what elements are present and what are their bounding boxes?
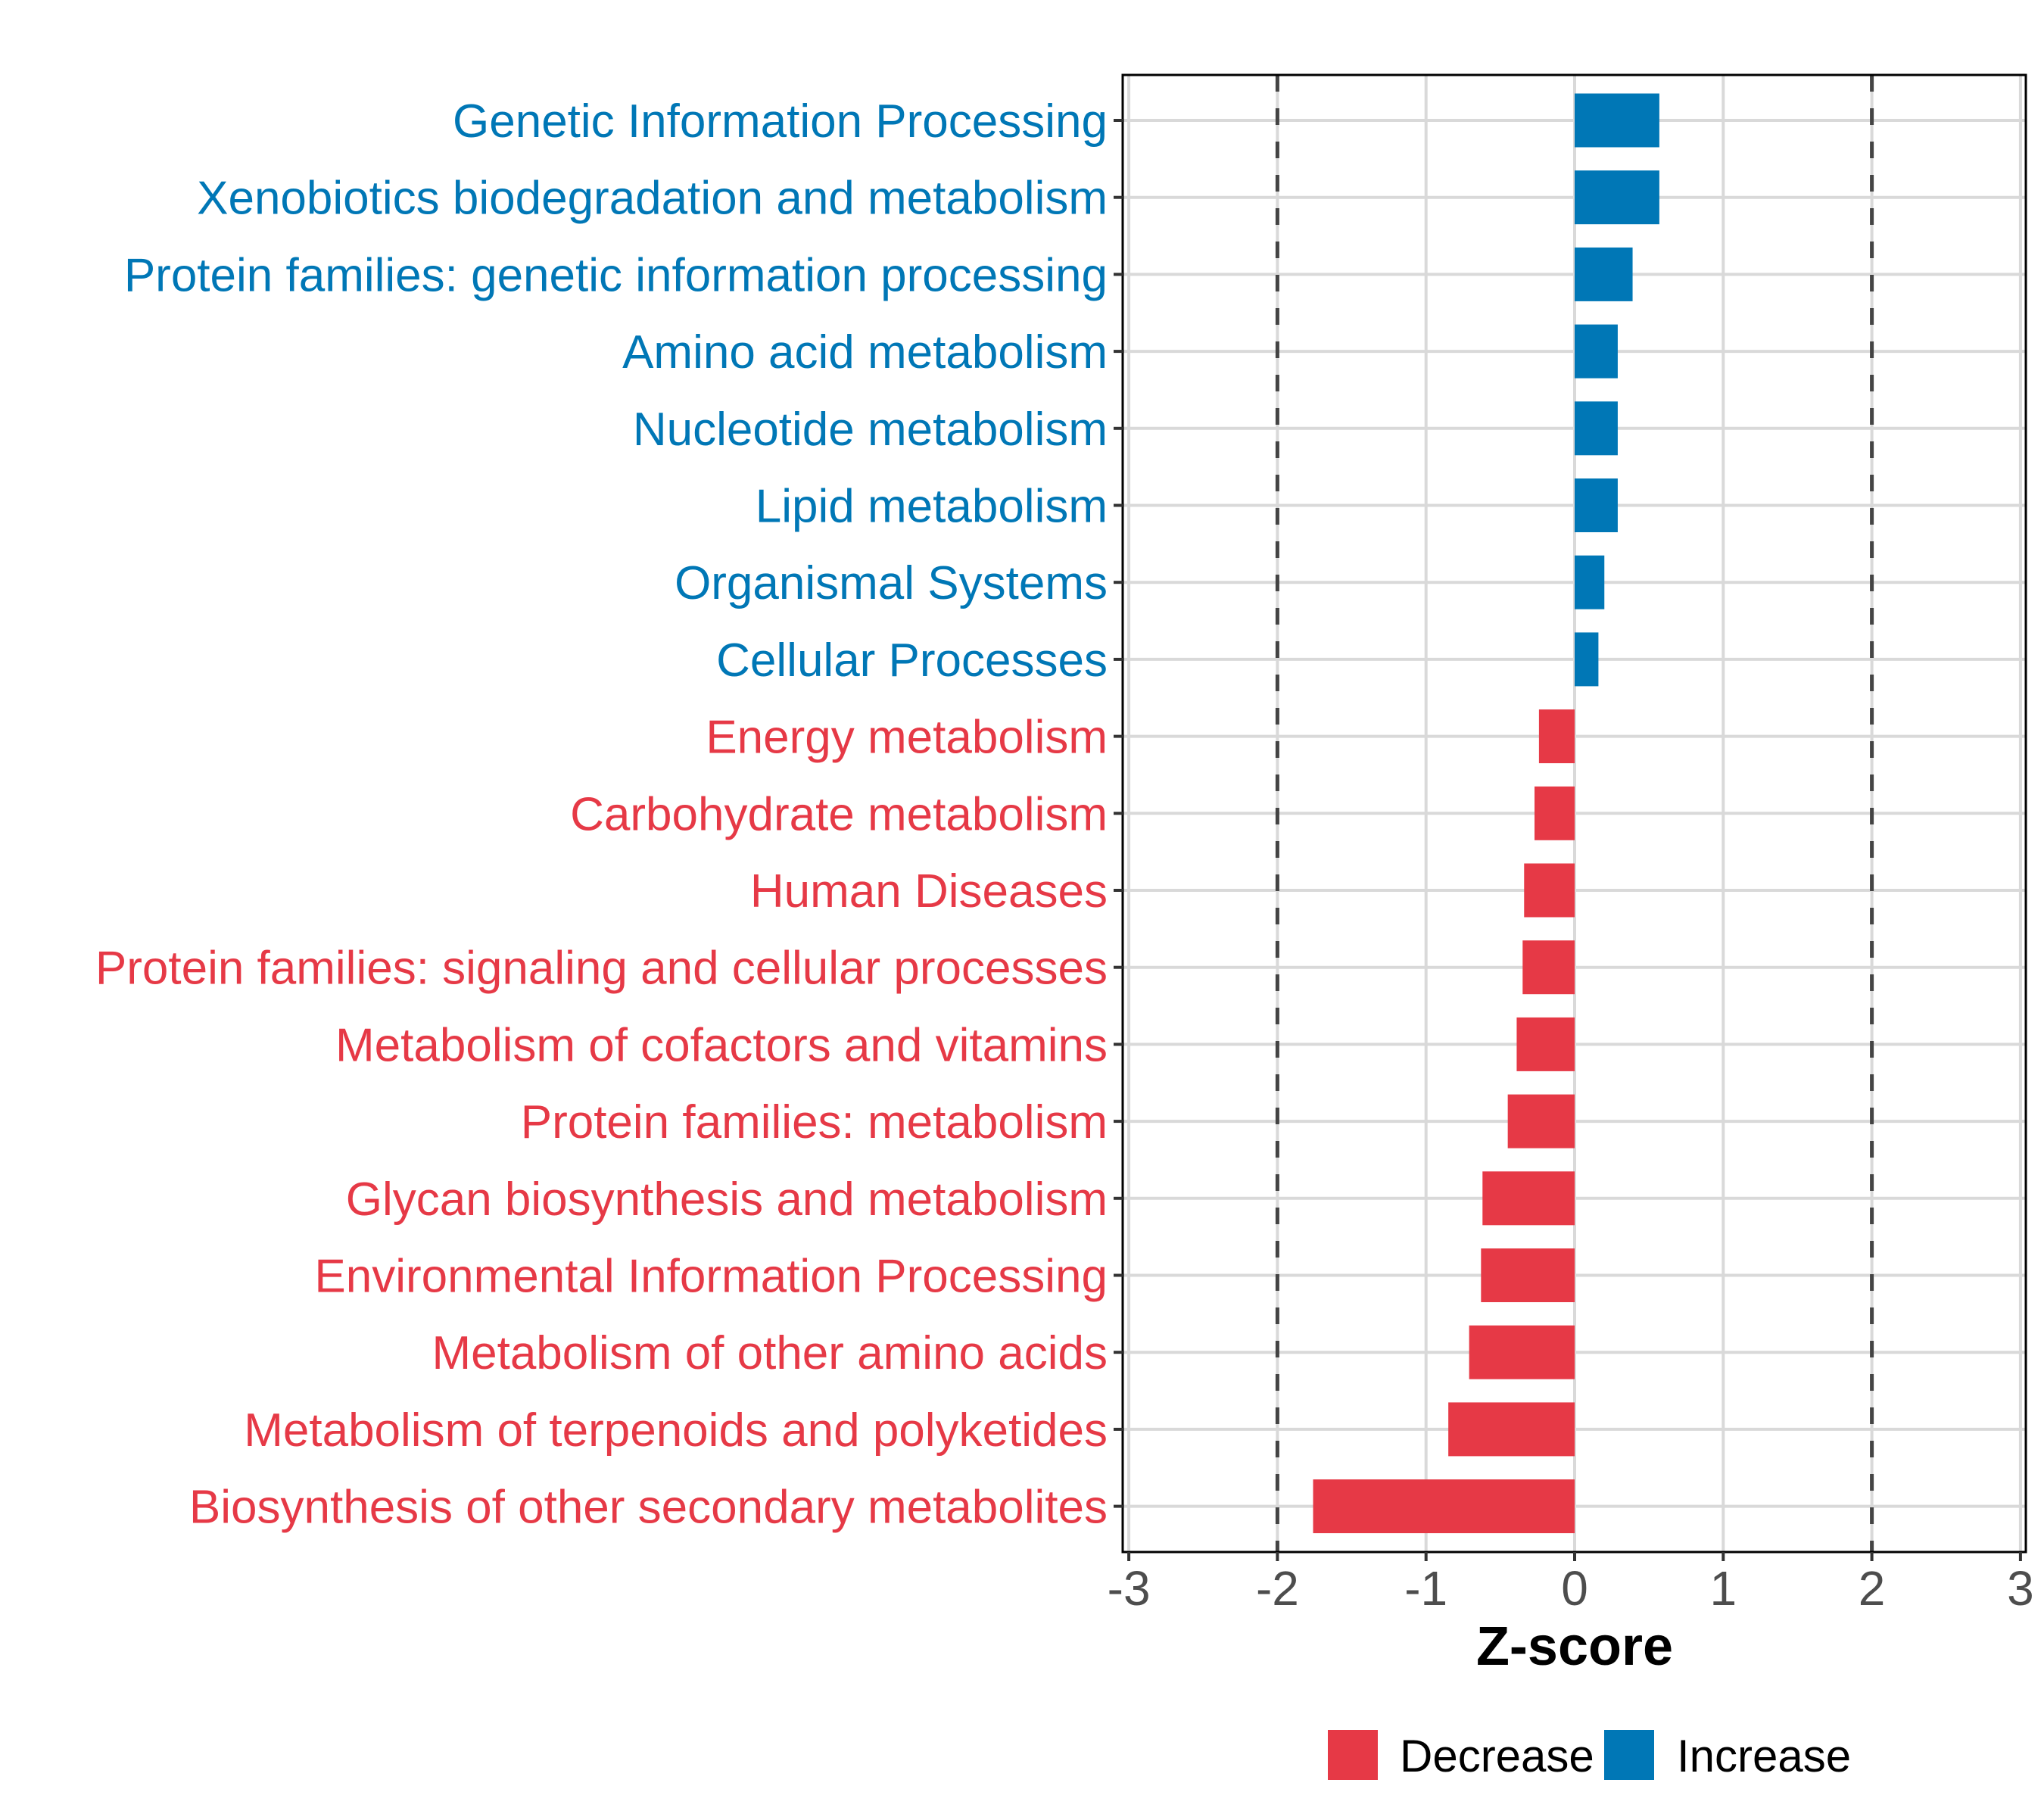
bar: [1575, 170, 1659, 225]
bar: [1448, 1402, 1575, 1457]
x-tick-label: -2: [1256, 1561, 1299, 1616]
y-tick-label: Metabolism of other amino acids: [432, 1327, 1108, 1379]
legend-label-decrease: Decrease: [1400, 1731, 1594, 1781]
legend-label-increase: Increase: [1677, 1731, 1851, 1781]
bars: [1313, 93, 1659, 1534]
x-tick-label: 2: [1859, 1561, 1886, 1616]
bar: [1524, 863, 1575, 918]
bar: [1575, 324, 1618, 379]
legend: Decrease Increase: [1328, 1730, 1851, 1781]
x-tick-label: 1: [1710, 1561, 1737, 1616]
x-axis: -3 -2 -1 0 1 2 3: [1108, 1552, 2034, 1616]
x-tick-label: 3: [2007, 1561, 2034, 1616]
legend-swatch-increase: [1604, 1730, 1654, 1780]
bar: [1481, 1248, 1575, 1302]
bar: [1575, 93, 1659, 148]
x-tick-label: 0: [1561, 1561, 1588, 1616]
bar: [1538, 709, 1575, 764]
x-axis-title: Z-score: [1476, 1616, 1673, 1677]
x-tick-label: -3: [1108, 1561, 1151, 1616]
bar: [1313, 1479, 1575, 1534]
y-tick-label: Environmental Information Processing: [314, 1251, 1108, 1303]
bar: [1482, 1171, 1575, 1226]
y-tick-label: Lipid metabolism: [756, 481, 1108, 533]
y-tick-label: Glycan biosynthesis and metabolism: [346, 1173, 1108, 1226]
y-tick-label: Protein families: metabolism: [521, 1096, 1108, 1148]
y-tick-label: Organismal Systems: [675, 557, 1108, 609]
bar: [1575, 478, 1618, 532]
legend-swatch-decrease: [1328, 1730, 1378, 1780]
y-tick-label: Protein families: genetic information pr…: [124, 249, 1108, 301]
y-axis: Genetic Information Processing Xenobiotic…: [95, 95, 1123, 1534]
bar: [1507, 1094, 1575, 1148]
y-tick-label: Nucleotide metabolism: [633, 404, 1108, 456]
y-tick-label: Amino acid metabolism: [622, 326, 1108, 379]
y-tick-label: Cellular Processes: [716, 634, 1108, 687]
reference-lines: [1275, 75, 1874, 1552]
y-tick-label: Human Diseases: [750, 865, 1108, 918]
y-tick-label: Genetic Information Processing: [453, 95, 1108, 148]
bar: [1522, 940, 1575, 995]
y-tick-label: Energy metabolism: [706, 712, 1108, 764]
bar: [1575, 247, 1633, 301]
y-tick-label: Metabolism of cofactors and vitamins: [335, 1019, 1108, 1071]
bar: [1575, 401, 1618, 456]
bar: [1516, 1017, 1575, 1071]
x-tick-label: -1: [1404, 1561, 1447, 1616]
bar: [1575, 632, 1599, 687]
y-tick-label: Carbohydrate metabolism: [570, 788, 1108, 840]
y-tick-label: Protein families: signaling and cellular…: [95, 943, 1108, 995]
y-tick-label: Metabolism of terpenoids and polyketides: [244, 1404, 1108, 1457]
bar: [1469, 1325, 1575, 1379]
y-tick-label: Xenobiotics biodegradation and metabolis…: [197, 173, 1108, 225]
bar: [1575, 555, 1605, 609]
y-tick-label: Biosynthesis of other secondary metaboli…: [189, 1482, 1108, 1534]
bar: [1534, 786, 1575, 840]
